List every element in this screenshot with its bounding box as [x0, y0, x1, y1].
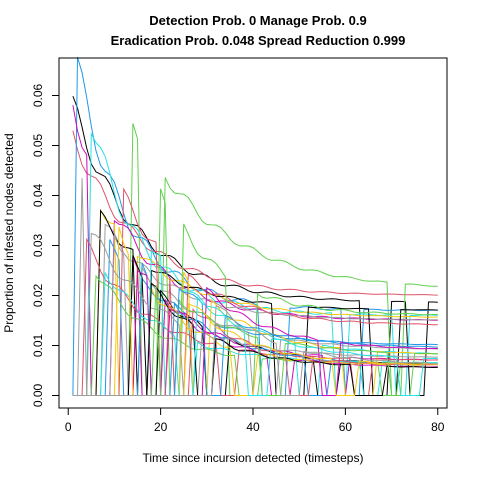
y-tick-label: 0.05: [31, 133, 45, 157]
series-line: [72, 56, 438, 396]
y-tick-label: 0.01: [31, 333, 45, 357]
x-tick-label: 60: [339, 420, 353, 434]
x-axis-label: Time since incursion detected (timesteps…: [143, 451, 364, 465]
y-tick-label: 0.06: [31, 83, 45, 107]
y-tick-label: 0.00: [31, 383, 45, 407]
series-line: [72, 232, 438, 396]
y-tick-label: 0.03: [31, 233, 45, 257]
series-line: [72, 130, 438, 296]
x-tick-label: 0: [65, 420, 72, 434]
series-line: [72, 305, 438, 396]
series-line: [72, 270, 438, 396]
y-tick-label: 0.02: [31, 283, 45, 307]
x-tick-label: 80: [431, 420, 445, 434]
x-tick-label: 40: [246, 420, 260, 434]
axis-layer: 0 20 40 60 80 0.00 0.01 0.02 0.03 0.04 0.05 0.06: [31, 83, 445, 434]
series-line: [72, 187, 438, 396]
chart-title-line2: Eradication Prob. 0.048 Spread Reduction…: [111, 33, 406, 48]
y-tick-label: 0.04: [31, 183, 45, 207]
chart-title-line1: Detection Prob. 0 Manage Prob. 0.9: [149, 13, 366, 28]
series-line: [72, 123, 438, 396]
y-axis-label: Proportion of infested nodes detected: [2, 133, 16, 332]
series-layer: [72, 56, 438, 396]
x-tick-label: 20: [154, 420, 168, 434]
